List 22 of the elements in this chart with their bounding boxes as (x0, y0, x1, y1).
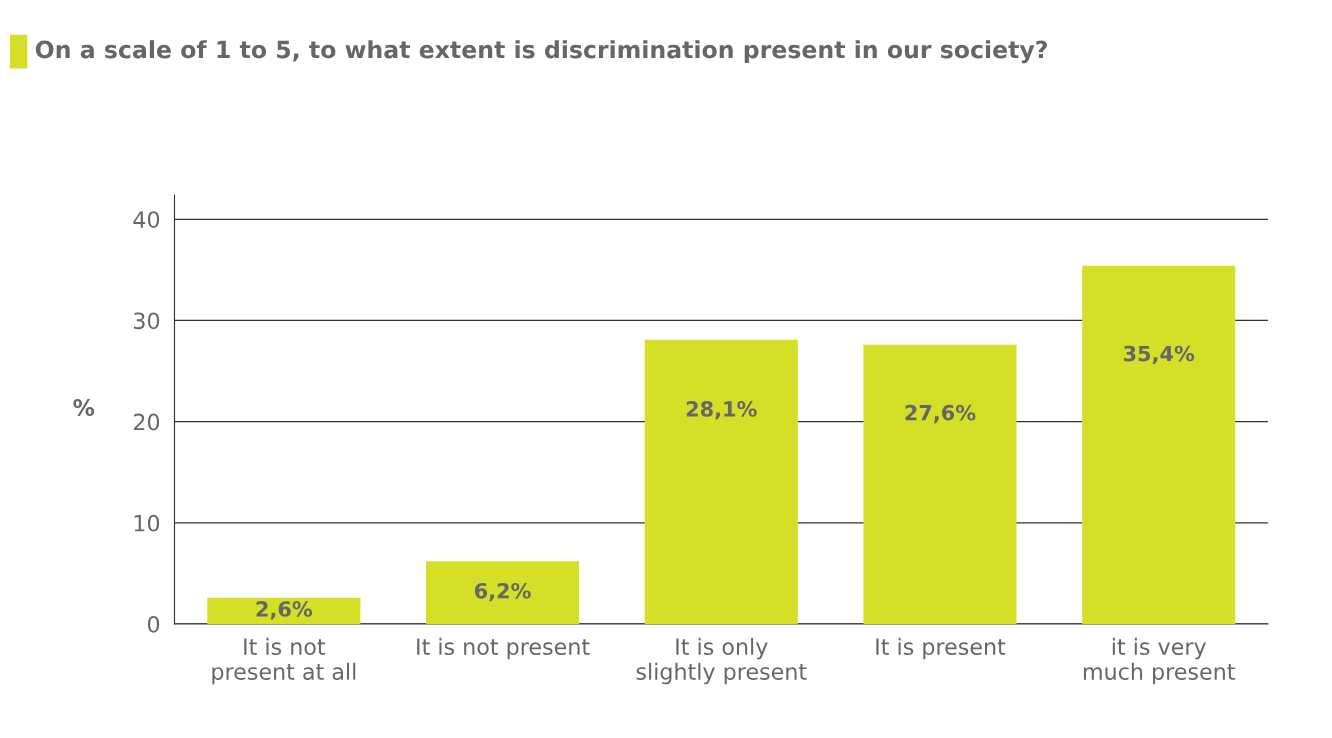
chart-title: On a scale of 1 to 5, to what extent is discrimination present in our society? (35, 40, 1047, 64)
y-tick-label: 30 (134, 312, 160, 330)
y-tick-label: 40 (133, 211, 160, 229)
bar (426, 561, 580, 624)
y-axis-title: % (73, 399, 95, 416)
x-tick-label: It is only slightly present (636, 637, 807, 685)
bar (1082, 265, 1236, 624)
x-tick-label: It is not present at all (212, 637, 356, 685)
x-tick-label: It is present (876, 637, 1006, 660)
y-tick-label: 0 (147, 615, 160, 633)
data-label: 27,6% (905, 404, 976, 424)
y-tick-label: 20 (133, 413, 160, 431)
data-label: 2,6% (256, 601, 313, 620)
bar (644, 339, 798, 624)
data-label: 28,1% (686, 401, 757, 420)
bar (207, 597, 361, 624)
data-label: 6,2% (474, 582, 531, 602)
y-tick-label: 10 (134, 514, 160, 532)
bar (863, 344, 1017, 624)
data-label: 35,4% (1123, 345, 1195, 365)
x-tick-label: it is very much present (1083, 637, 1235, 685)
x-tick-label: It is not present (417, 637, 590, 660)
